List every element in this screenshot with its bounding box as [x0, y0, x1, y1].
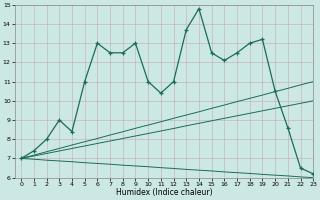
X-axis label: Humidex (Indice chaleur): Humidex (Indice chaleur) [116, 188, 212, 197]
